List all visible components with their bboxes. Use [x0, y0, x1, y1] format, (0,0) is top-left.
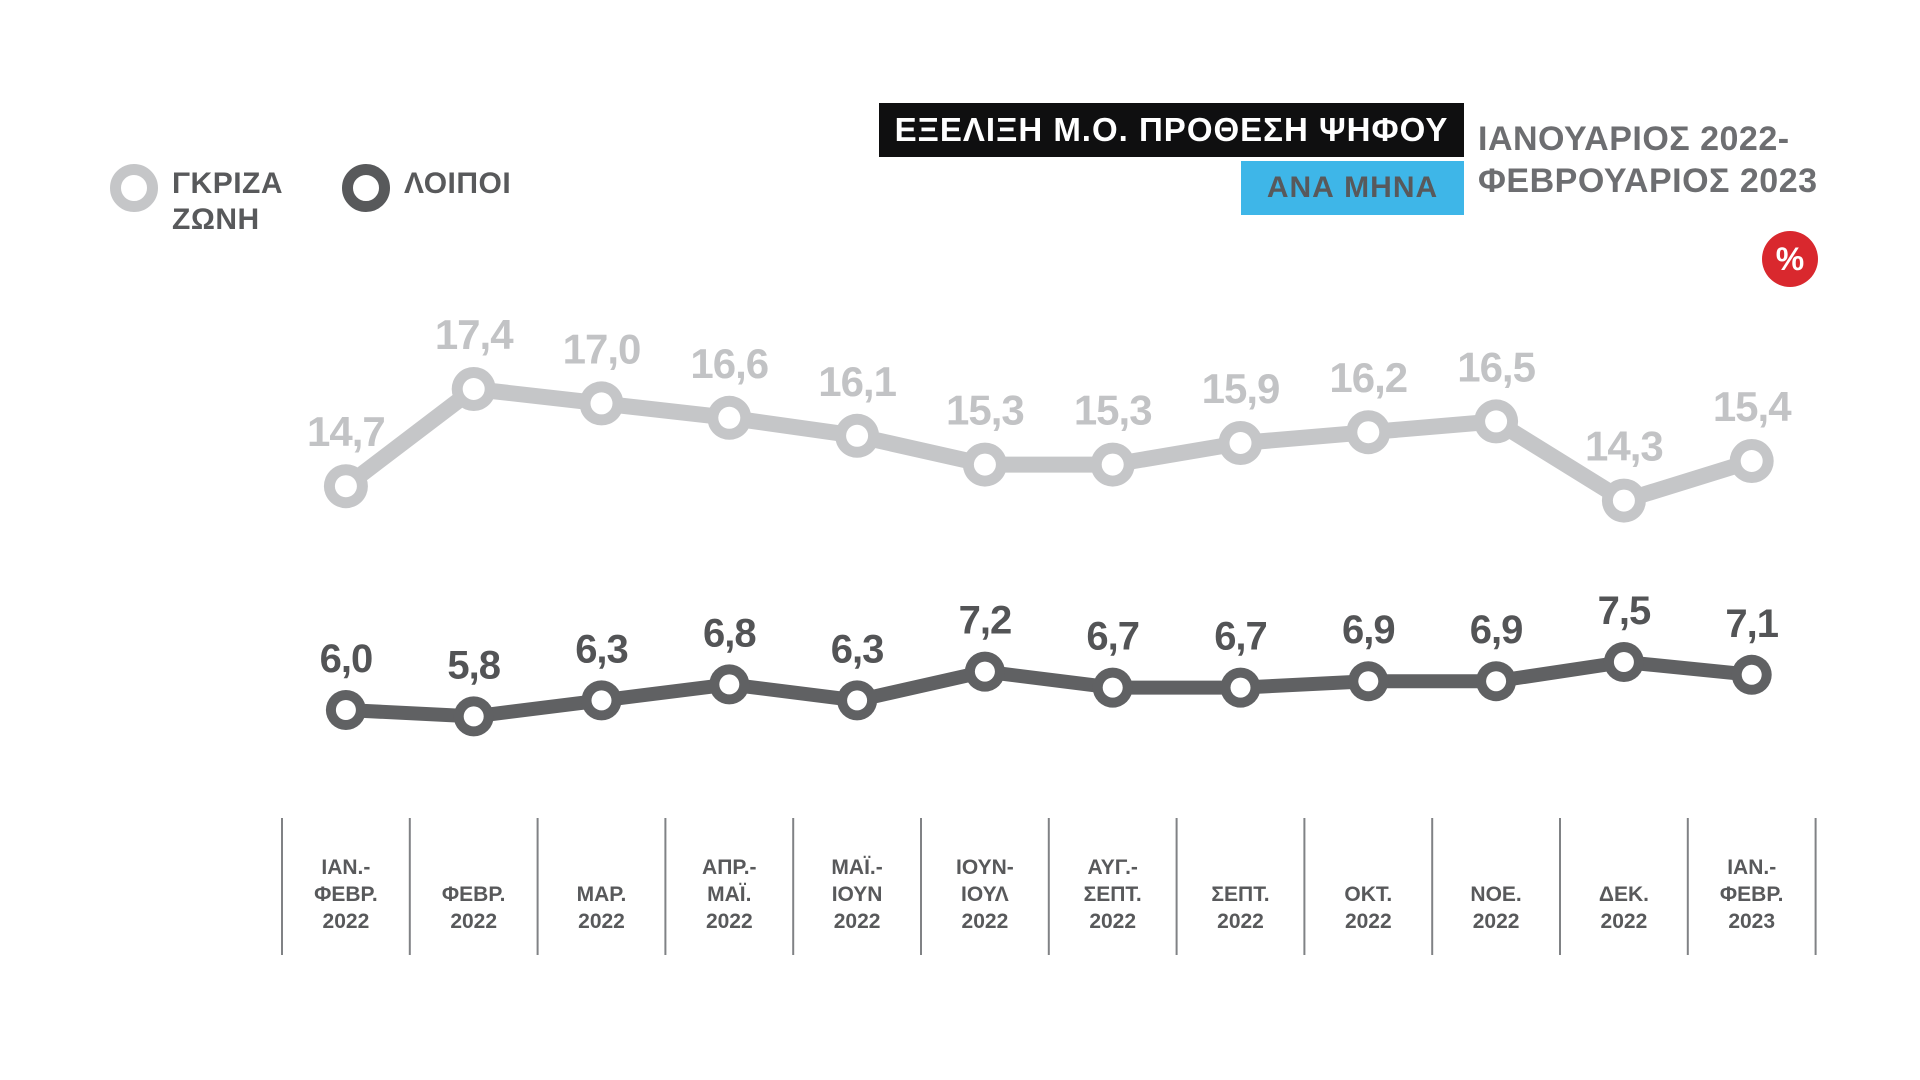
data-point-hole — [1741, 664, 1762, 685]
data-point-hole — [1485, 410, 1508, 433]
data-point-hole — [334, 475, 357, 498]
value-label: 14,7 — [307, 408, 385, 455]
value-label: 15,3 — [1074, 387, 1152, 434]
axis-label: ΙΑΝ.-ΦΕΒΡ. 2023 — [1720, 856, 1784, 933]
value-label: 14,3 — [1585, 423, 1663, 470]
legend-label-gray-zone-line1: ΓΚΡΙΖΑ — [172, 167, 284, 200]
value-label: 15,4 — [1713, 383, 1792, 430]
period-line2: ΦΕΒΡΟΥΑΡΙΟΣ 2023 — [1478, 162, 1818, 200]
value-label: 6,9 — [1470, 608, 1523, 652]
value-label: 7,1 — [1725, 602, 1778, 646]
axis-label: ΝΟΕ. 2022 — [1470, 883, 1521, 933]
axis-label: ΦΕΒΡ. 2022 — [442, 883, 506, 933]
data-point-hole — [1102, 677, 1123, 698]
data-point-hole — [1230, 677, 1251, 698]
series-line-gray-zone — [337, 381, 1760, 509]
value-label: 16,6 — [690, 340, 768, 387]
value-label: 7,5 — [1598, 589, 1651, 633]
value-label: 5,8 — [447, 643, 500, 687]
data-point-hole — [1486, 671, 1507, 692]
data-point-hole — [1357, 421, 1380, 444]
legend-label-gray-zone: ΓΚΡΙΖΑ ΖΩΝΗ — [172, 166, 283, 238]
data-point-hole — [846, 424, 869, 447]
data-point-hole — [718, 406, 741, 429]
data-point-hole — [973, 453, 996, 476]
per-month-badge: ΑΝΑ ΜΗΝΑ — [1241, 161, 1464, 215]
value-label: 6,9 — [1342, 608, 1395, 652]
value-label: 6,3 — [831, 627, 884, 671]
data-point-hole — [590, 392, 613, 415]
data-point-hole — [1101, 453, 1124, 476]
data-point-hole — [1612, 489, 1635, 512]
value-label: 6,3 — [575, 627, 628, 671]
axis-label: ΟΚΤ. 2022 — [1344, 883, 1392, 933]
chart-title: ΕΞΕΛΙΞΗ Μ.Ο. ΠΡΟΘΕΣΗ ΨΗΦΟΥ — [879, 103, 1464, 157]
legend-label-others: ΛΟΙΠΟΙ — [404, 167, 512, 200]
value-label: 6,7 — [1214, 615, 1267, 659]
value-label: 16,5 — [1457, 343, 1535, 390]
percent-badge: % — [1762, 231, 1818, 287]
value-label: 15,9 — [1202, 365, 1280, 412]
data-point-hole — [1358, 671, 1379, 692]
axis-label: ΜΑΪ.-ΙΟΥΝ 2022 — [831, 856, 882, 933]
axis-label: ΔΕΚ. 2022 — [1599, 883, 1649, 933]
axis-label: ΙΟΥΝ-ΙΟΥΛ 2022 — [956, 856, 1014, 933]
value-label: 16,2 — [1329, 354, 1407, 401]
axis-label: ΙΑΝ.-ΦΕΒΡ. 2022 — [314, 856, 378, 933]
value-label: 17,0 — [563, 325, 641, 372]
value-label: 6,7 — [1086, 615, 1139, 659]
data-point-hole — [1740, 450, 1763, 472]
data-point-hole — [974, 661, 995, 682]
axis-label: ΣΕΠΤ. 2022 — [1211, 883, 1269, 933]
period-line1: ΙΑΝΟΥΑΡΙΟΣ 2022- — [1478, 120, 1790, 158]
value-label: 17,4 — [435, 311, 514, 358]
data-point-hole — [591, 690, 612, 711]
data-point-hole — [1229, 432, 1252, 454]
axis-label: ΑΠΡ.-ΜΑΪ. 2022 — [702, 856, 756, 933]
value-label: 16,1 — [818, 358, 896, 405]
axis-label: ΜΑΡ. 2022 — [577, 883, 627, 933]
axis-label: ΑΥΓ.-ΣΕΠΤ. 2022 — [1084, 856, 1142, 933]
legend-swatch-gray-zone-icon — [110, 164, 158, 212]
series-line-others — [338, 655, 1759, 724]
legend-label-gray-zone-line2: ΖΩΝΗ — [172, 203, 260, 236]
data-point-hole — [719, 674, 740, 695]
legend-swatch-others-icon — [342, 164, 390, 212]
data-point-hole — [847, 690, 868, 711]
data-point-hole — [1613, 652, 1634, 672]
data-point-hole — [462, 378, 485, 400]
value-label: 6,0 — [320, 637, 373, 681]
value-label: 6,8 — [703, 611, 756, 655]
data-point-hole — [335, 700, 356, 720]
period-label: ΙΑΝΟΥΑΡΙΟΣ 2022- ΦΕΒΡΟΥΑΡΙΟΣ 2023 — [1478, 118, 1818, 202]
value-label: 15,3 — [946, 387, 1024, 434]
data-point-hole — [463, 706, 484, 727]
value-label: 7,2 — [959, 599, 1012, 643]
